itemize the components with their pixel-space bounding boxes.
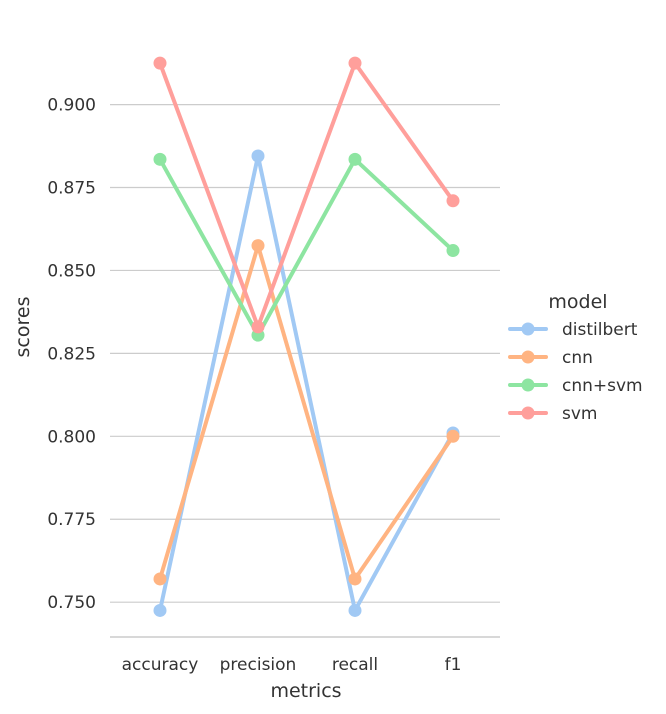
series-line <box>158 243 455 581</box>
legend-swatch-marker <box>521 406 535 420</box>
legend-item: cnn+svm <box>508 376 643 396</box>
x-tick-label: recall <box>332 655 378 675</box>
y-tick-label: 0.900 <box>47 96 96 116</box>
y-tick-label: 0.775 <box>47 510 96 530</box>
series-line <box>158 157 455 338</box>
data-point <box>348 152 362 166</box>
data-point <box>153 603 167 617</box>
legend-swatch-marker <box>521 378 535 392</box>
data-point <box>251 239 265 253</box>
data-point <box>251 149 265 163</box>
x-axis-title: metrics <box>270 680 341 702</box>
y-axis-title: scores <box>12 297 34 358</box>
series-line <box>158 154 455 613</box>
series-cnn <box>153 239 460 586</box>
y-tick-label: 0.875 <box>47 179 96 199</box>
y-tick-label: 0.825 <box>47 344 96 364</box>
legend: model distilbert cnn cnn+svm svm <box>508 291 643 424</box>
data-point <box>446 244 460 258</box>
y-tick-label: 0.800 <box>47 427 96 447</box>
data-point <box>251 320 265 334</box>
legend-item: svm <box>508 404 597 424</box>
x-tick-label: precision <box>220 655 297 675</box>
series-distilbert <box>153 149 460 617</box>
data-point <box>446 194 460 208</box>
y-tick-label: 0.750 <box>47 593 96 613</box>
series-svm <box>153 56 460 334</box>
x-axis-ticks: accuracy precision recall f1 <box>122 655 462 675</box>
data-point <box>153 572 167 586</box>
legend-swatch-marker <box>521 350 535 364</box>
series-line <box>158 61 455 329</box>
legend-label: distilbert <box>562 320 638 340</box>
legend-title: model <box>548 291 607 313</box>
series-cnn-svm <box>153 152 460 342</box>
x-tick-label: accuracy <box>122 655 199 675</box>
data-point <box>153 56 167 70</box>
legend-label: cnn <box>562 348 593 368</box>
legend-label: cnn+svm <box>562 376 643 396</box>
legend-swatch-marker <box>521 322 535 336</box>
legend-item: distilbert <box>508 320 638 340</box>
legend-label: svm <box>562 404 597 424</box>
data-point <box>348 572 362 586</box>
y-axis-ticks: 0.750 0.775 0.800 0.825 0.850 0.875 0.900 <box>47 96 96 614</box>
data-point <box>446 429 460 443</box>
data-point <box>348 56 362 70</box>
legend-item: cnn <box>508 348 593 368</box>
series-group <box>153 56 460 617</box>
grid <box>110 103 500 603</box>
y-tick-label: 0.850 <box>47 261 96 281</box>
data-point <box>153 152 167 166</box>
data-point <box>348 603 362 617</box>
x-tick-label: f1 <box>445 655 462 675</box>
